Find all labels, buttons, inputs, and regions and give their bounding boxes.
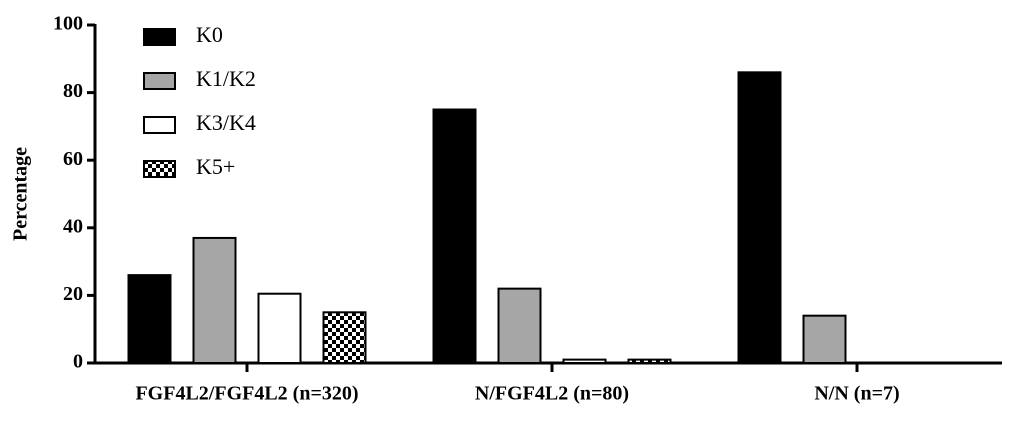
x-tick-label: FGF4L2/FGF4L2 (n=320) bbox=[135, 383, 358, 405]
bar bbox=[802, 314, 847, 364]
legend-label: K0 bbox=[196, 22, 223, 47]
legend-swatch bbox=[143, 116, 176, 134]
bar bbox=[562, 358, 607, 364]
y-axis-label: Percentage bbox=[10, 147, 32, 241]
legend-label: K5+ bbox=[196, 154, 235, 179]
bar bbox=[322, 311, 367, 364]
y-tick-label: 0 bbox=[73, 351, 83, 373]
y-tick-label: 100 bbox=[53, 13, 83, 35]
y-tick-label: 40 bbox=[63, 215, 83, 237]
bar bbox=[737, 71, 782, 364]
legend-swatch bbox=[143, 72, 176, 90]
y-tick-label: 60 bbox=[63, 148, 83, 170]
bar bbox=[627, 358, 672, 364]
bar bbox=[257, 292, 302, 364]
legend-swatch bbox=[143, 160, 176, 178]
x-tick-label: N/FGF4L2 (n=80) bbox=[475, 383, 629, 405]
bar bbox=[497, 287, 542, 365]
bar bbox=[127, 274, 172, 364]
legend-label: K1/K2 bbox=[196, 66, 256, 91]
bar bbox=[192, 236, 237, 364]
y-tick-label: 80 bbox=[63, 80, 83, 102]
legend-label: K3/K4 bbox=[196, 110, 256, 135]
legend-swatch bbox=[143, 28, 176, 46]
bar bbox=[432, 108, 477, 364]
y-tick-label: 20 bbox=[63, 283, 83, 305]
x-tick-label: N/N (n=7) bbox=[814, 383, 899, 405]
